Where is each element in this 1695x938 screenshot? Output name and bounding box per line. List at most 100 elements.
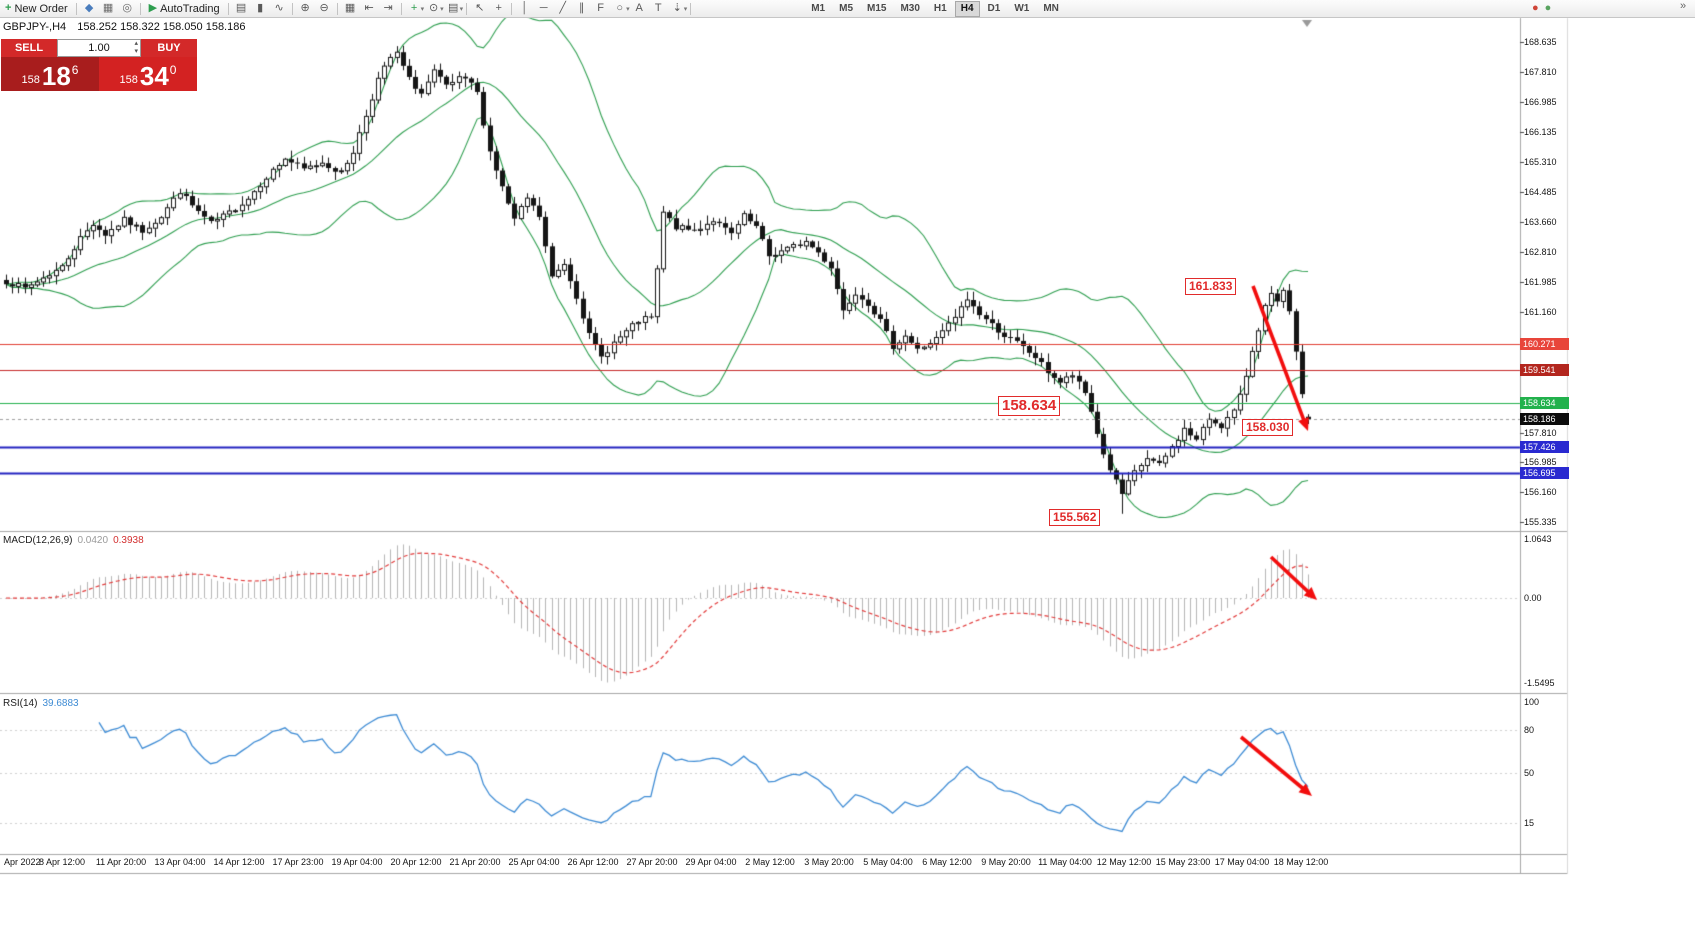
indicators-icon[interactable]: + <box>410 2 418 14</box>
candlestick-chart-icon[interactable]: ▮ <box>257 2 264 14</box>
time-label: 15 May 23:00 <box>1155 857 1211 867</box>
time-label: 5 May 04:00 <box>863 857 913 867</box>
time-label: 27 Apr 20:00 <box>626 857 678 867</box>
new-order-button[interactable]: + New Order <box>0 1 73 16</box>
zoom-out-icon[interactable]: ⊖ <box>319 2 329 14</box>
shapes-caret-icon[interactable]: ▾ <box>626 5 630 13</box>
timeframe-button-m5[interactable]: M5 <box>839 2 854 14</box>
rsi-axis-label: 50 <box>1524 768 1535 779</box>
chart-ohlc-values: 158.252 158.322 158.050 158.186 <box>77 21 246 33</box>
time-label: 14 Apr 12:00 <box>213 857 265 867</box>
timeframe-button-m15[interactable]: M15 <box>867 2 887 14</box>
templates-icon[interactable]: ▤ <box>447 2 459 14</box>
cursor-icon[interactable]: ↖ <box>475 2 485 14</box>
market-watch-icon[interactable]: ◆ <box>84 2 94 14</box>
timeframe-button-h1[interactable]: H1 <box>933 2 947 14</box>
price-tick: 168.635 <box>1524 36 1557 47</box>
timeframe-button-w1[interactable]: W1 <box>1014 2 1030 14</box>
price-tick: 164.485 <box>1524 186 1557 197</box>
price-annotation[interactable]: 158.634 <box>998 396 1061 416</box>
indicators-caret-icon[interactable]: ▾ <box>420 5 425 13</box>
zoom-in-icon[interactable]: ⊕ <box>300 2 310 14</box>
toolbar-right-icons: ● ● <box>1532 1 1551 15</box>
volume-up-icon[interactable]: ▴ <box>134 40 138 47</box>
buy-button[interactable]: BUY <box>141 39 197 57</box>
channel-icon[interactable]: ∥ <box>578 2 585 14</box>
volume-spinner[interactable]: ▴ ▾ <box>134 40 138 56</box>
vertical-line-icon[interactable]: │ <box>521 2 529 14</box>
price-tick: 167.810 <box>1524 66 1557 77</box>
price-annotation[interactable]: 158.030 <box>1242 419 1294 436</box>
arrow-objects-caret-icon[interactable]: ▾ <box>683 5 688 13</box>
timeframe-button-mn[interactable]: MN <box>1043 2 1059 14</box>
sell-button[interactable]: SELL <box>1 39 57 57</box>
timeframe-button-m30[interactable]: M30 <box>900 2 920 14</box>
volume-value: 1.00 <box>88 42 110 54</box>
data-window-icon[interactable]: ▦ <box>102 2 114 14</box>
chart-shift-icon[interactable]: ⇥ <box>383 2 393 14</box>
time-label: 12 May 12:00 <box>1096 857 1152 867</box>
price-line-label: 156.695 <box>1520 466 1569 479</box>
rsi-label: RSI(14) 39.6883 <box>3 698 79 709</box>
horizontal-line-icon[interactable]: ─ <box>539 2 548 14</box>
toolbar-left-icons: ◆ ▦ ◎ <box>80 1 137 16</box>
price-line-label: 158.634 <box>1520 396 1569 409</box>
shapes-icon[interactable]: ○ <box>616 2 623 14</box>
separator <box>336 2 338 15</box>
periods-caret-icon[interactable]: ▾ <box>440 5 444 13</box>
community-icon[interactable]: ● <box>1544 2 1552 14</box>
volume-down-icon[interactable]: ▾ <box>134 48 138 55</box>
chart-symbol-period: GBPJPY-,H4 <box>3 21 67 33</box>
macd-label: MACD(12,26,9) 0.0420 0.3938 <box>3 535 144 546</box>
price-annotation[interactable]: 155.562 <box>1049 509 1101 526</box>
price-tick: 166.985 <box>1524 96 1557 107</box>
bid-price-button[interactable]: 158 18 6 <box>1 57 99 91</box>
timeframe-button-d1[interactable]: D1 <box>987 2 1001 14</box>
separator <box>690 2 692 15</box>
rsi-axis-label: 80 <box>1524 725 1535 736</box>
volume-input[interactable]: 1.00 ▴ ▾ <box>57 39 141 57</box>
timeframe-button-h4[interactable]: H4 <box>954 0 980 17</box>
price-tick: 161.985 <box>1524 276 1557 287</box>
trendline-icon[interactable]: ╱ <box>559 2 566 14</box>
text-icon[interactable]: A <box>635 2 643 14</box>
macd-main-value: 0.0420 <box>77 535 109 546</box>
ask-pip-digit: 0 <box>169 63 177 77</box>
periods-icon[interactable]: ⊙ <box>429 2 439 14</box>
auto-scroll-icon[interactable]: ⇤ <box>364 2 374 14</box>
metaquotes-icon[interactable]: ● <box>1532 2 1539 14</box>
toolbar: + New Order ◆ ▦ ◎ ▶ AutoTrading ▤ ▮ ∿ ⊕ ⊖ ▦ ⇤ ⇥ + ▾… <box>0 0 1695 18</box>
label-icon[interactable]: T <box>654 2 662 14</box>
autotrading-button[interactable]: ▶ AutoTrading <box>144 1 225 16</box>
crosshair-icon[interactable]: + <box>495 2 502 14</box>
separator <box>75 2 77 15</box>
time-label: 29 Apr 04:00 <box>685 857 737 867</box>
toolbar-overflow-icon[interactable]: » <box>1680 0 1687 12</box>
line-chart-icon[interactable]: ∿ <box>274 2 284 14</box>
time-label: 11 May 04:00 <box>1038 857 1092 867</box>
price-tick: 161.160 <box>1524 306 1557 317</box>
separator <box>139 2 141 15</box>
timeframe-button-m1[interactable]: M1 <box>811 2 826 14</box>
price-tick: 156.985 <box>1524 457 1557 468</box>
rsi-axis-label: 100 <box>1524 697 1540 707</box>
macd-axis-label: 0.00 <box>1524 593 1542 603</box>
templates-caret-icon[interactable]: ▾ <box>459 5 464 13</box>
time-label: 17 Apr 23:00 <box>272 857 324 867</box>
fibonacci-icon[interactable]: F <box>597 2 605 14</box>
separator <box>291 2 293 15</box>
separator <box>227 2 229 15</box>
bar-chart-icon[interactable]: ▤ <box>235 2 247 14</box>
ask-price-button[interactable]: 158 34 0 <box>99 57 197 91</box>
bid-prefix: 158 <box>21 74 40 86</box>
chart-header: GBPJPY-,H4 158.252 158.322 158.050 158.1… <box>3 21 245 33</box>
toolbar-chart-icons: ▤ ▮ ∿ ⊕ ⊖ ▦ ⇤ ⇥ + ▾ ⊙ ▾ ▤ ▾ ↖ + │ ─ ╱ ∥ F ○ ▾ A T ⇣ ▾ <box>232 1 695 16</box>
strategy-navigator-icon[interactable]: ◎ <box>122 2 132 14</box>
price-annotation[interactable]: 161.833 <box>1185 278 1237 295</box>
price-line-label: 160.271 <box>1520 337 1569 350</box>
tile-windows-icon[interactable]: ▦ <box>344 2 356 14</box>
arrow-objects-icon[interactable]: ⇣ <box>672 2 682 14</box>
trade-panel-top-row: SELL 1.00 ▴ ▾ BUY <box>1 39 197 57</box>
